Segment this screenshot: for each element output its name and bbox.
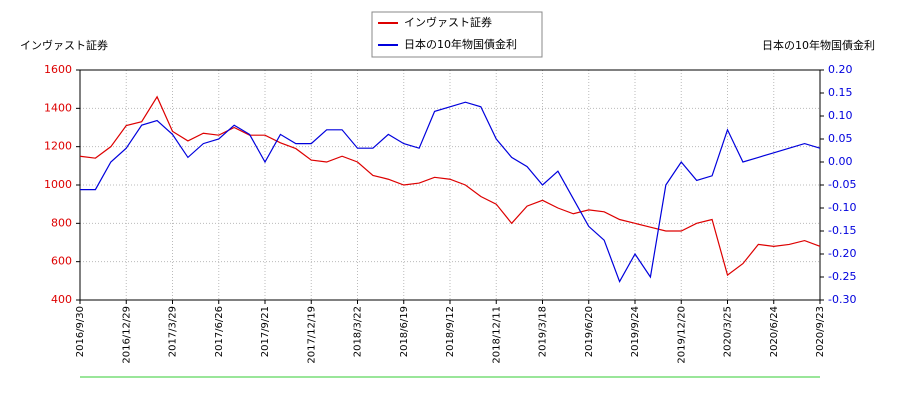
x-tick-label: 2017/6/26 xyxy=(214,306,225,357)
y-tick-label: 1400 xyxy=(44,101,72,114)
x-tick-label: 2019/6/20 xyxy=(584,306,595,357)
x-tick-label: 2017/9/21 xyxy=(260,306,271,357)
y2-tick-label: 0.15 xyxy=(828,86,853,99)
x-tick-label: 2019/12/20 xyxy=(676,306,687,364)
y-tick-label: 1000 xyxy=(44,178,72,191)
y2-tick-label: 0.05 xyxy=(828,132,853,145)
legend-label: 日本の10年物国債金利 xyxy=(404,37,517,51)
x-tick-label: 2020/3/25 xyxy=(723,306,734,357)
y-tick-label: 600 xyxy=(51,255,72,268)
x-tick-label: 2018/12/11 xyxy=(491,306,502,364)
y-tick-label: 1200 xyxy=(44,140,72,153)
x-tick-label: 2019/3/18 xyxy=(538,306,549,357)
series-line xyxy=(79,95,821,277)
y2-tick-label: 0.10 xyxy=(828,109,853,122)
x-tick-label: 2017/12/19 xyxy=(306,306,317,364)
plot-frame xyxy=(79,69,821,301)
x-tick-label: 2018/6/19 xyxy=(399,306,410,357)
x-tick-label: 2018/9/12 xyxy=(445,306,456,357)
x-tick-label: 2020/6/24 xyxy=(769,306,780,357)
y2-tick-label: -0.30 xyxy=(828,293,856,306)
y2-tick-label: -0.20 xyxy=(828,247,856,260)
y2-tick-label: 0.20 xyxy=(828,63,853,76)
y2-tick-label: -0.15 xyxy=(828,224,856,237)
y-tick-label: 400 xyxy=(51,293,72,306)
x-tick-label: 2018/3/22 xyxy=(353,306,364,357)
y2-tick-label: -0.10 xyxy=(828,201,856,214)
x-tick-label: 2017/3/29 xyxy=(168,306,179,357)
x-tick-label: 2016/9/30 xyxy=(75,306,86,357)
y2-axis-title: 日本の10年物国債金利 xyxy=(762,38,875,52)
series-line xyxy=(80,101,821,284)
y-tick-label: 1600 xyxy=(44,63,72,76)
x-tick-label: 2019/9/24 xyxy=(630,306,641,357)
x-tick-label: 2020/9/23 xyxy=(815,306,826,357)
legend-label: インヴァスト証券 xyxy=(404,15,492,29)
y-axis-title: インヴァスト証券 xyxy=(20,38,108,52)
y2-tick-label: 0.00 xyxy=(828,155,853,168)
y2-tick-label: -0.05 xyxy=(828,178,856,191)
y-tick-label: 800 xyxy=(51,216,72,229)
legend-box xyxy=(371,11,543,58)
x-tick-label: 2016/12/29 xyxy=(121,306,132,364)
y2-tick-label: -0.25 xyxy=(828,270,856,283)
